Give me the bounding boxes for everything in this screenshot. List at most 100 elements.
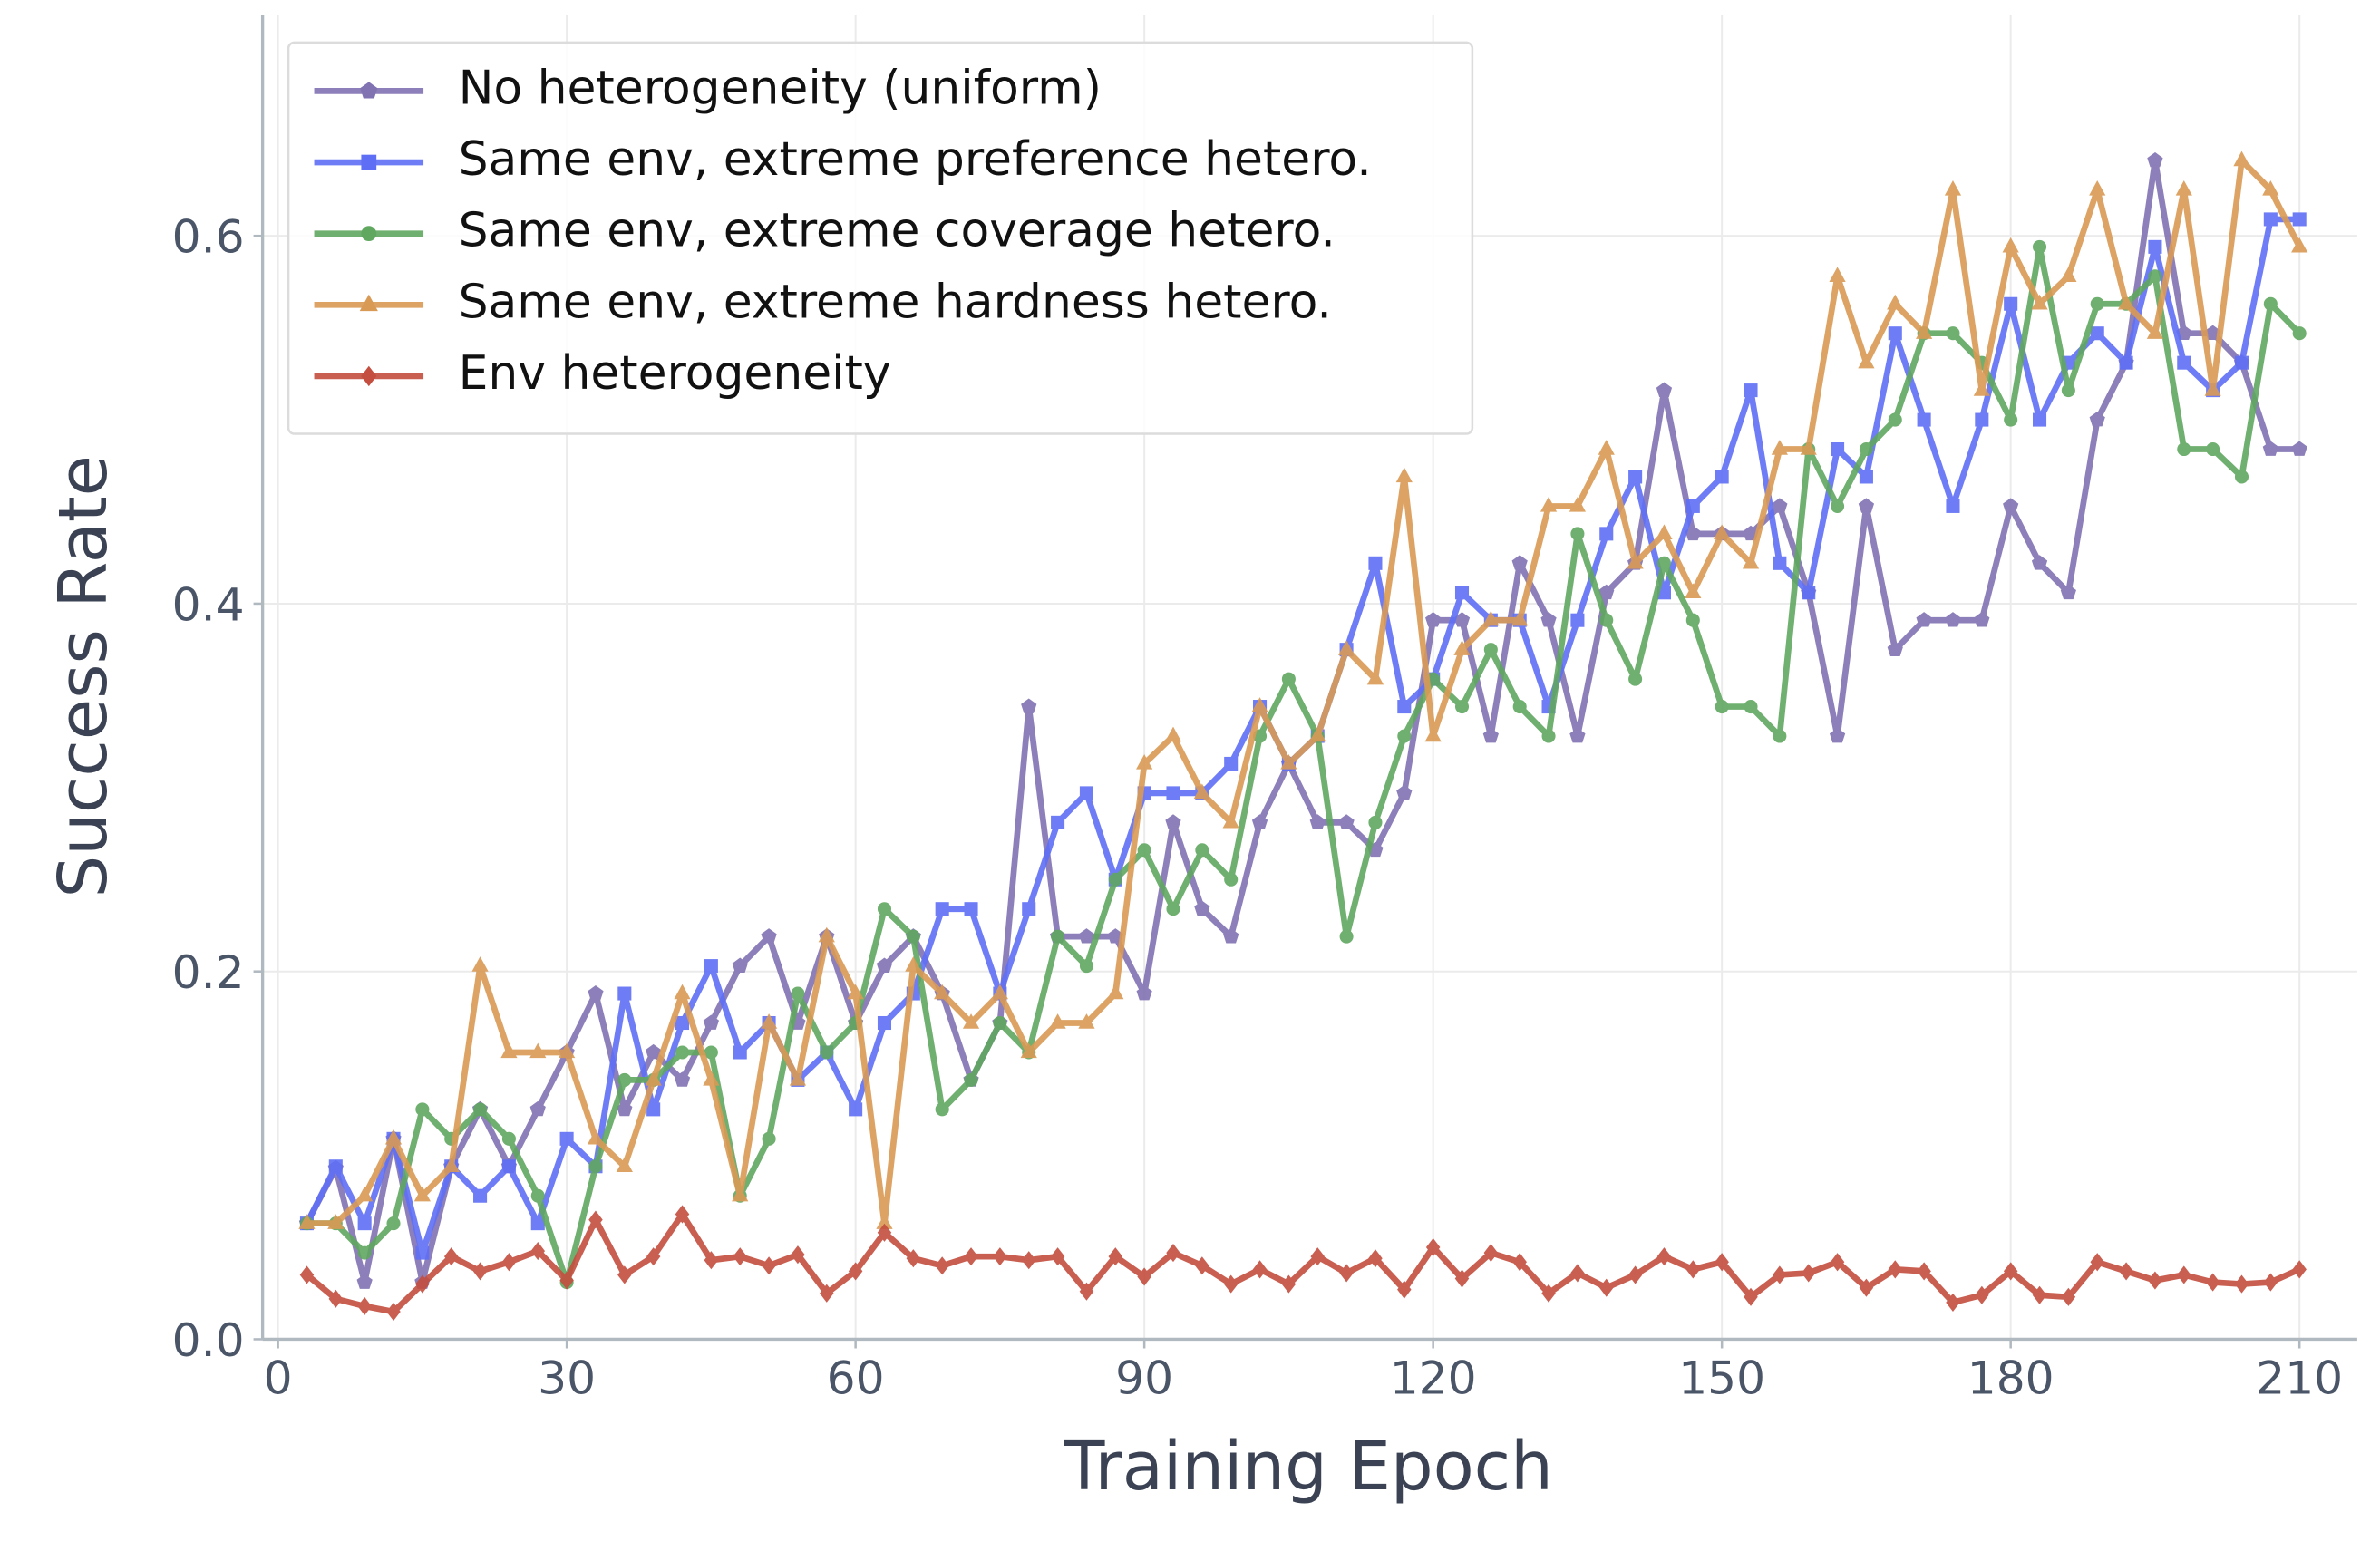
marker xyxy=(993,1247,1007,1266)
marker xyxy=(1368,815,1383,829)
marker xyxy=(791,1245,805,1265)
legend-label: No heterogeneity (uniform) xyxy=(459,61,1102,115)
marker xyxy=(2291,441,2307,456)
marker xyxy=(1858,498,1875,513)
marker xyxy=(2090,296,2104,311)
marker xyxy=(443,1247,459,1266)
marker xyxy=(2147,151,2163,168)
series-line xyxy=(305,1211,2301,1315)
marker xyxy=(1166,902,1180,916)
marker xyxy=(1251,814,1268,829)
marker xyxy=(530,1242,546,1261)
marker xyxy=(935,1102,949,1117)
marker xyxy=(2205,1273,2220,1292)
marker xyxy=(674,1071,691,1087)
marker xyxy=(1224,872,1239,887)
marker xyxy=(1079,959,1093,974)
marker xyxy=(386,1216,401,1231)
marker xyxy=(1339,1264,1354,1283)
marker xyxy=(2292,326,2307,341)
marker xyxy=(2234,355,2249,370)
marker xyxy=(1483,1244,1499,1263)
y-tick-label: 0.0 xyxy=(172,1313,245,1367)
marker xyxy=(415,1245,430,1260)
marker xyxy=(1511,610,1529,626)
marker xyxy=(935,1256,949,1275)
marker xyxy=(2175,180,2192,196)
marker xyxy=(1022,902,1036,916)
marker xyxy=(674,984,691,1000)
marker xyxy=(1888,326,1902,341)
marker xyxy=(906,1249,921,1268)
marker xyxy=(1164,726,1182,742)
marker xyxy=(360,82,378,99)
marker xyxy=(877,902,892,916)
marker xyxy=(1079,1282,1094,1301)
marker xyxy=(964,1247,978,1266)
marker xyxy=(991,984,1008,1000)
series-line xyxy=(306,157,2303,1226)
marker xyxy=(2148,269,2162,284)
marker xyxy=(1742,553,1760,569)
x-tick-label: 180 xyxy=(1967,1352,2055,1405)
marker xyxy=(1598,584,1615,600)
marker xyxy=(1107,984,1124,1000)
marker xyxy=(646,1102,661,1117)
marker xyxy=(645,1070,662,1086)
marker xyxy=(675,1205,690,1224)
marker xyxy=(1917,1262,1931,1281)
marker xyxy=(2262,441,2278,456)
marker xyxy=(1424,726,1442,742)
marker xyxy=(1831,499,1845,513)
marker xyxy=(818,926,835,943)
marker xyxy=(1916,612,1932,627)
marker xyxy=(1599,1278,1614,1297)
marker xyxy=(820,1045,834,1060)
legend-label: Same env, extreme preference hetero. xyxy=(459,132,1372,187)
marker xyxy=(1859,441,1873,457)
x-axis-title: Training Epoch xyxy=(1063,1429,1553,1506)
marker xyxy=(1570,1264,1585,1283)
marker xyxy=(1829,267,1846,283)
marker xyxy=(905,956,922,972)
x-tick-label: 60 xyxy=(827,1352,885,1405)
marker xyxy=(2032,239,2047,254)
marker xyxy=(1975,412,1989,427)
marker xyxy=(530,1216,545,1231)
marker xyxy=(2177,1265,2191,1284)
legend-label: Same env, extreme coverage hetero. xyxy=(459,204,1336,258)
marker xyxy=(1771,440,1788,455)
marker xyxy=(2119,1262,2133,1281)
marker xyxy=(2117,294,2135,310)
marker xyxy=(2148,1271,2162,1290)
marker xyxy=(762,1256,776,1275)
marker xyxy=(1136,984,1152,1001)
marker xyxy=(386,1302,401,1322)
marker xyxy=(1021,1251,1036,1270)
marker xyxy=(1223,928,1239,944)
marker xyxy=(384,1129,403,1145)
marker xyxy=(1137,843,1151,858)
marker xyxy=(1251,697,1268,712)
marker xyxy=(732,957,748,973)
marker xyxy=(733,1247,747,1266)
marker xyxy=(2234,470,2249,484)
marker xyxy=(704,959,718,974)
marker xyxy=(1166,786,1180,800)
marker xyxy=(1281,672,1296,686)
marker xyxy=(356,1274,373,1289)
marker xyxy=(529,1100,546,1117)
marker xyxy=(559,1131,574,1146)
marker xyxy=(761,928,777,944)
marker xyxy=(1166,1244,1180,1263)
marker xyxy=(1310,1247,1326,1266)
marker xyxy=(1859,1278,1874,1297)
marker xyxy=(298,1214,316,1229)
x-tick-label: 90 xyxy=(1115,1352,1173,1405)
marker xyxy=(1454,1269,1470,1288)
marker xyxy=(328,1289,344,1308)
marker xyxy=(1599,527,1614,541)
marker xyxy=(2263,1273,2278,1292)
marker xyxy=(877,1223,892,1242)
marker xyxy=(704,1251,719,1270)
